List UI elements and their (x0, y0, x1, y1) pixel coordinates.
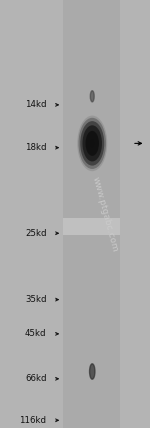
Bar (63, 0, 120, 428)
Text: 35kd: 35kd (25, 295, 46, 304)
Text: 14kd: 14kd (25, 100, 46, 110)
Ellipse shape (77, 116, 107, 171)
Text: 116kd: 116kd (20, 416, 46, 425)
Text: 25kd: 25kd (25, 229, 46, 238)
Ellipse shape (85, 131, 99, 156)
Ellipse shape (90, 138, 95, 149)
Text: 18kd: 18kd (25, 143, 46, 152)
Text: 66kd: 66kd (25, 374, 46, 383)
Text: 45kd: 45kd (25, 329, 46, 339)
Ellipse shape (82, 125, 102, 161)
Bar (63, 218, 120, 235)
Circle shape (90, 364, 95, 379)
Ellipse shape (78, 118, 106, 169)
Ellipse shape (80, 121, 104, 166)
Circle shape (90, 91, 94, 102)
Text: www.ptgabc.com: www.ptgabc.com (91, 175, 119, 253)
